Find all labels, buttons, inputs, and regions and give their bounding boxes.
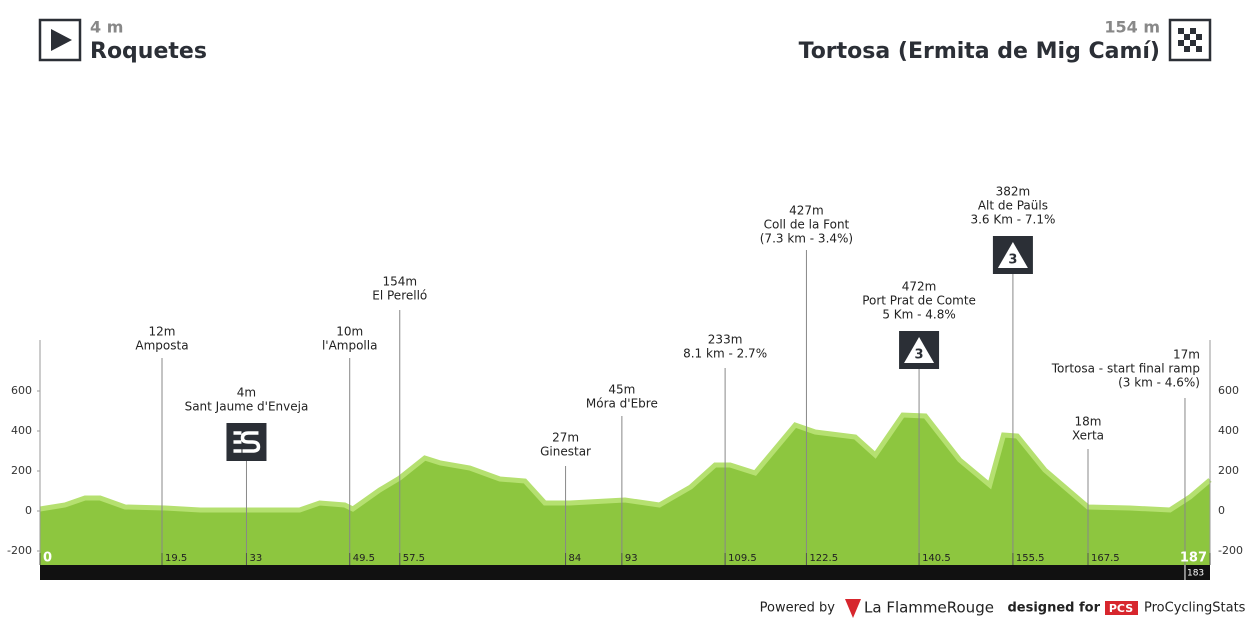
elevation-area [40,415,1210,565]
x-tick-label: 155.5 [1016,553,1045,564]
x-tick-label: 19.5 [165,553,187,564]
y-tick-label-right: 0 [1218,504,1225,517]
x-tick-label: 167.5 [1091,553,1120,564]
x-tick-label: 140.5 [922,553,951,564]
finish-altitude: 154 m [1104,18,1160,37]
annotation-text: 233m [708,333,743,347]
annotation-text: Amposta [135,339,188,353]
annotation-text: Móra d'Ebre [586,397,658,411]
y-tick-label-right: -200 [1218,544,1243,557]
x-tick-label: 187 [1180,551,1207,566]
annotation-text: Ginestar [540,445,591,459]
brand: La FlammeRouge [864,599,994,617]
sprint-symbol [233,431,261,453]
annotation-text: 154m [382,275,417,289]
annotation-text: Alt de Paüls [978,199,1048,213]
annotation-text: El Perelló [372,289,427,303]
climb-triangle [997,242,1028,268]
annotation-text: (7.3 km - 3.4%) [760,232,853,246]
pcs-logo [1105,601,1138,615]
climb-triangle [904,337,935,363]
climb-category: 3 [915,348,924,363]
y-tick-label: 200 [11,464,32,477]
powered-by: Powered by [760,601,836,616]
annotation-text: Xerta [1072,429,1104,443]
annotation-text: (3 km - 4.6%) [1118,376,1200,390]
finish-flag [1178,28,1202,52]
annotation-text: Coll de la Font [764,218,850,232]
flammerouge-logo [845,599,861,618]
x-tick-label: 0 [43,551,52,566]
annotation-text: Sant Jaume d'Enveja [185,400,309,414]
annotation-text: 382m [996,185,1031,199]
annotation-text: 12m [149,325,176,339]
x-tick-label: 93 [625,553,638,564]
start-altitude: 4 m [90,18,123,37]
annotation-text: 5 Km - 4.8% [882,308,955,322]
x-tick-label: 122.5 [809,553,838,564]
y-tick-label: 0 [25,504,32,517]
annotation-text: 4m [237,386,256,400]
annotation-text: 8.1 km - 2.7% [683,347,767,361]
annotation-text: 18m [1075,415,1102,429]
x-tick-label: 109.5 [728,553,757,564]
x-tick-label: 57.5 [403,553,425,564]
elevation-line [39,412,1212,513]
pcs: PCS [1109,602,1133,615]
y-tick-label-right: 200 [1218,464,1239,477]
y-tick-label: 600 [11,384,32,397]
y-tick-label-right: 400 [1218,424,1239,437]
x-tick-label-extra: 183 [1187,569,1204,579]
annotation-text: 17m [1173,348,1200,362]
annotation-text: 10m [336,325,363,339]
annotation-text: 427m [789,204,824,218]
designed-for: designed for [1007,601,1100,616]
y-tick-label: 400 [11,424,32,437]
climb-category: 3 [1008,253,1017,268]
annotation-text: 472m [902,280,937,294]
annotation-text: Tortosa - start final ramp [1051,362,1200,376]
finish-icon [1168,18,1212,62]
y-tick-label-right: 600 [1218,384,1239,397]
x-tick-label: 84 [569,553,582,564]
distance-bar [40,565,1210,580]
start-icon [38,18,82,62]
annotation-text: l'Ampolla [322,339,378,353]
annotation-text: 45m [608,383,635,397]
x-tick-label: 49.5 [353,553,375,564]
x-tick-label: 33 [249,553,262,564]
annotation-text: Port Prat de Comte [862,294,976,308]
annotation-text: 3.6 Km - 7.1% [970,213,1055,227]
y-tick-label: -200 [7,544,32,557]
pcs-name: ProCyclingStats [1144,601,1246,616]
annotation-text: 27m [552,431,579,445]
finish-name: Tortosa (Ermita de Mig Camí) [799,39,1160,64]
start-name: Roquetes [90,39,207,64]
start-arrow [51,29,72,51]
